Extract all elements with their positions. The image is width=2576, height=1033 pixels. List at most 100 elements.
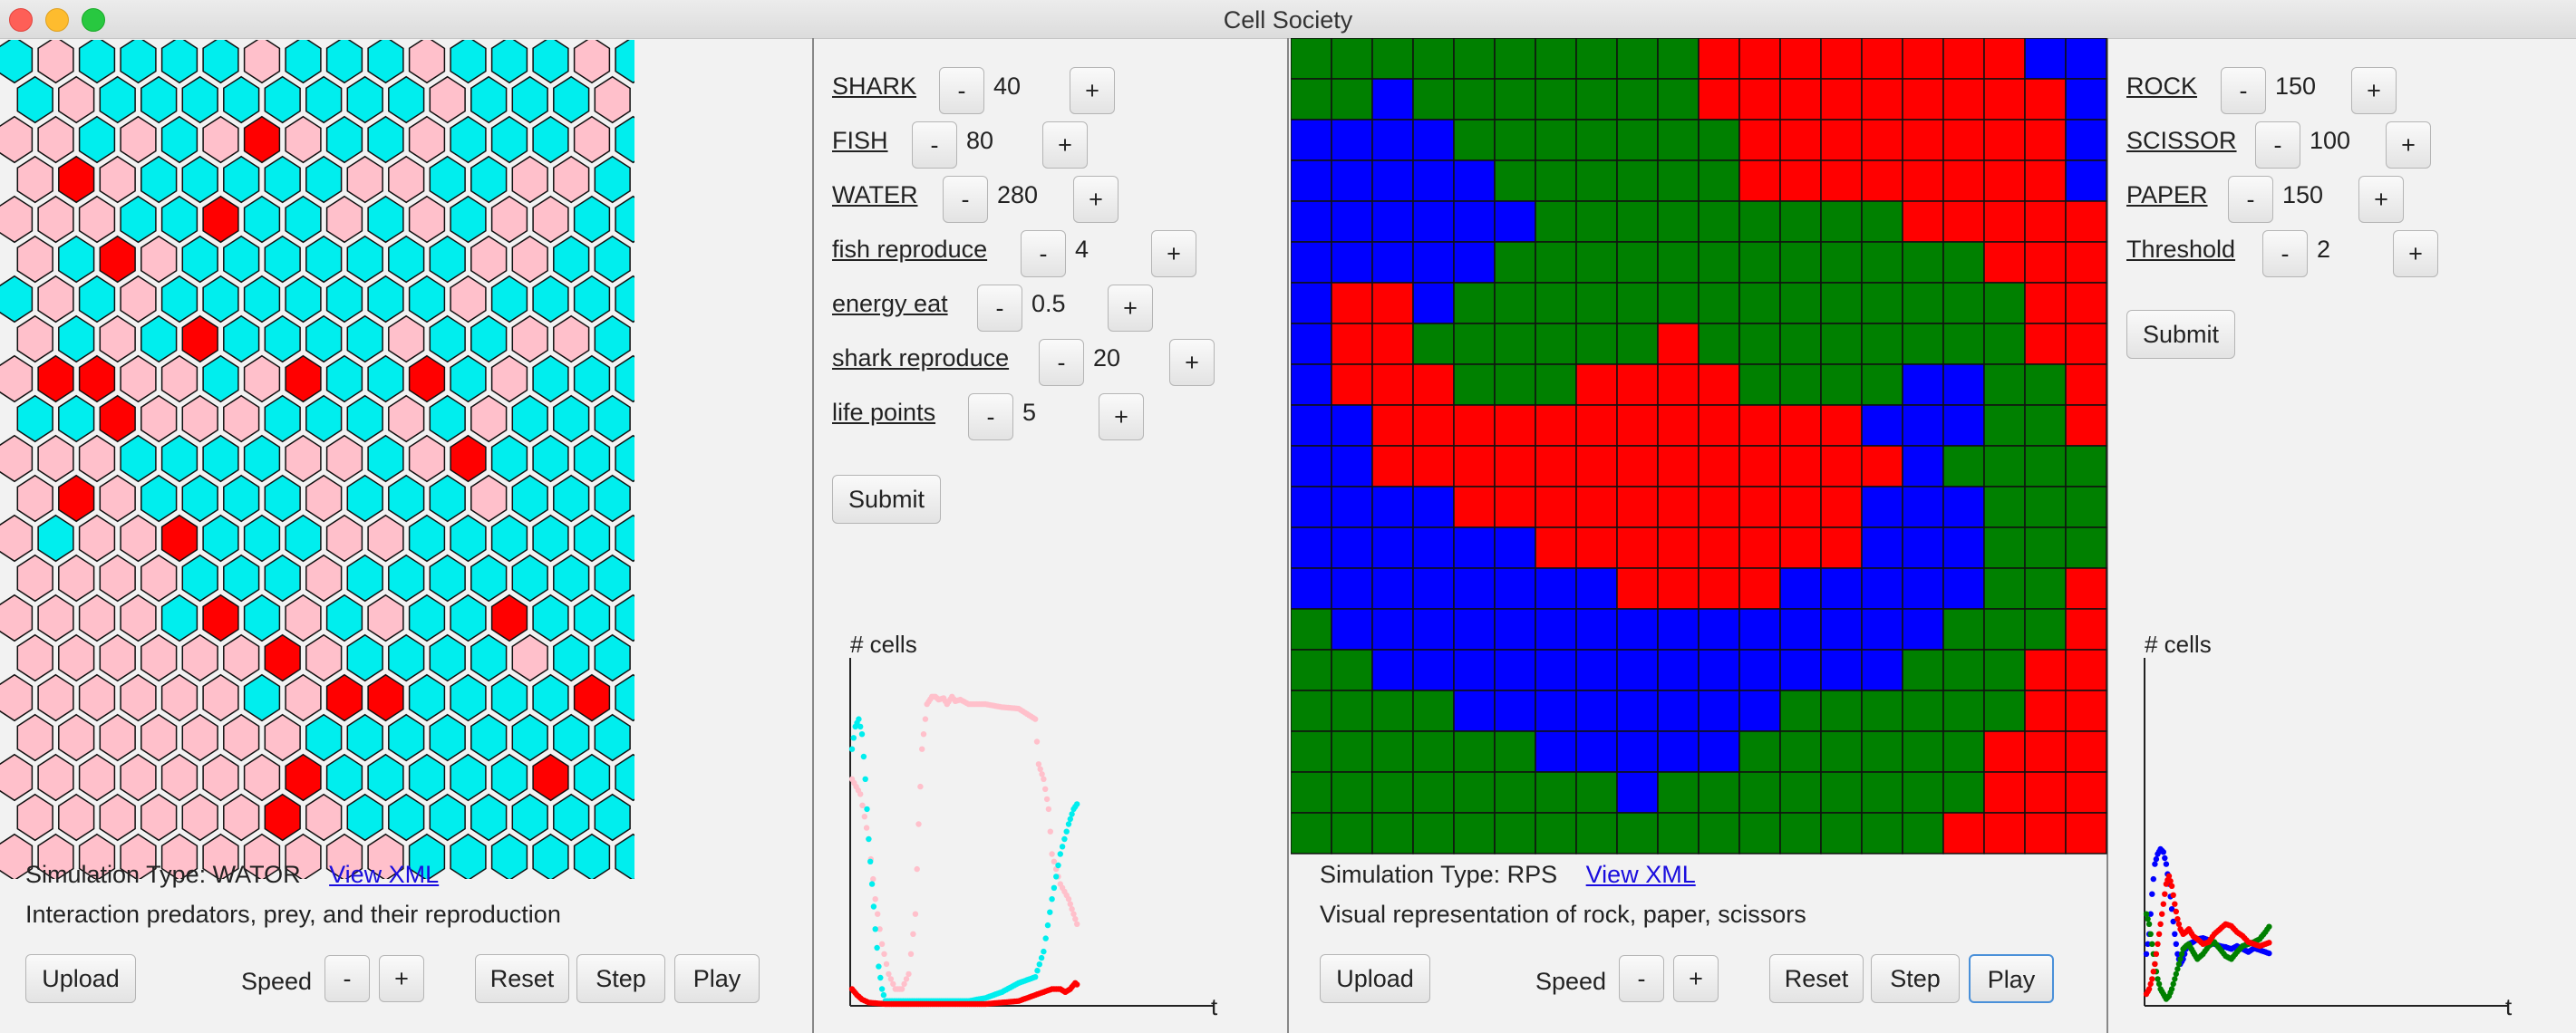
grid-cell[interactable]	[1616, 404, 1659, 447]
grid-cell[interactable]	[1535, 159, 1577, 202]
grid-cell[interactable]	[1494, 730, 1536, 773]
hex-cell[interactable]	[160, 354, 199, 403]
hex-cell[interactable]	[325, 514, 363, 563]
hex-cell[interactable]	[367, 40, 404, 84]
grid-cell[interactable]	[1535, 526, 1577, 569]
grid-cell[interactable]	[1371, 730, 1414, 773]
hex-cell[interactable]	[367, 673, 404, 722]
grid-cell[interactable]	[1616, 812, 1659, 854]
hex-cell[interactable]	[450, 354, 487, 403]
grid-cell[interactable]	[1453, 812, 1496, 854]
hex-cell[interactable]	[264, 155, 301, 204]
grid-cell[interactable]	[1861, 282, 1903, 324]
grid-cell[interactable]	[1983, 812, 2026, 854]
grid-cell[interactable]	[1616, 486, 1659, 528]
hex-cell[interactable]	[490, 434, 528, 483]
hex-cell[interactable]	[367, 434, 404, 483]
hex-cell[interactable]	[490, 275, 528, 323]
grid-cell[interactable]	[1983, 78, 2026, 121]
hex-cell[interactable]	[470, 394, 508, 443]
hex-cell[interactable]	[325, 833, 363, 879]
hex-cell[interactable]	[553, 155, 590, 204]
grid-cell[interactable]	[2065, 690, 2107, 732]
grid-cell[interactable]	[1779, 282, 1822, 324]
hex-cell[interactable]	[140, 75, 178, 124]
hex-cell[interactable]	[37, 275, 74, 323]
param-decrease-button[interactable]: -	[968, 393, 1013, 440]
hex-cell[interactable]	[202, 434, 239, 483]
grid-cell[interactable]	[1535, 812, 1577, 854]
param-increase-button[interactable]: +	[1070, 67, 1115, 114]
hex-cell[interactable]	[243, 514, 281, 563]
grid-cell[interactable]	[1779, 404, 1822, 447]
grid-cell[interactable]	[1902, 404, 1944, 447]
grid-cell[interactable]	[1494, 200, 1536, 243]
grid-cell[interactable]	[1820, 119, 1863, 161]
hex-cell[interactable]	[78, 753, 116, 802]
grid-cell[interactable]	[1657, 690, 1700, 732]
rps-step-button[interactable]: Step	[1871, 954, 1960, 1003]
grid-cell[interactable]	[1779, 649, 1822, 691]
grid-cell[interactable]	[1779, 526, 1822, 569]
hex-cell[interactable]	[305, 314, 343, 363]
grid-cell[interactable]	[1291, 323, 1332, 365]
grid-cell[interactable]	[1371, 608, 1414, 651]
hex-cell[interactable]	[532, 40, 569, 84]
wator-hex-grid[interactable]	[0, 40, 634, 879]
param-increase-button[interactable]: +	[1099, 393, 1144, 440]
grid-cell[interactable]	[1942, 730, 1985, 773]
grid-cell[interactable]	[1535, 771, 1577, 814]
hex-cell[interactable]	[202, 115, 239, 164]
hex-cell[interactable]	[532, 354, 569, 403]
hex-cell[interactable]	[450, 40, 487, 84]
hex-cell[interactable]	[408, 40, 446, 84]
grid-cell[interactable]	[1698, 323, 1740, 365]
param-decrease-button[interactable]: -	[2228, 176, 2273, 223]
grid-cell[interactable]	[1861, 119, 1903, 161]
hex-cell[interactable]	[140, 155, 178, 204]
hex-cell[interactable]	[511, 394, 548, 443]
grid-cell[interactable]	[1331, 690, 1373, 732]
hex-cell[interactable]	[594, 155, 631, 204]
param-decrease-button[interactable]: -	[943, 176, 988, 223]
param-increase-button[interactable]: +	[2358, 176, 2404, 223]
grid-cell[interactable]	[1820, 526, 1863, 569]
hex-cell[interactable]	[202, 195, 239, 244]
hex-cell[interactable]	[388, 554, 425, 603]
grid-cell[interactable]	[1412, 608, 1455, 651]
grid-cell[interactable]	[1779, 159, 1822, 202]
param-decrease-button[interactable]: -	[2221, 67, 2266, 114]
grid-cell[interactable]	[1453, 323, 1496, 365]
grid-cell[interactable]	[1535, 363, 1577, 406]
hex-cell[interactable]	[450, 753, 487, 802]
grid-cell[interactable]	[1861, 323, 1903, 365]
grid-cell[interactable]	[1412, 730, 1455, 773]
grid-cell[interactable]	[1616, 526, 1659, 569]
hex-cell[interactable]	[470, 633, 508, 682]
hex-cell[interactable]	[573, 753, 611, 802]
hex-cell[interactable]	[305, 155, 343, 204]
grid-cell[interactable]	[1738, 241, 1781, 284]
grid-cell[interactable]	[1575, 119, 1618, 161]
hex-cell[interactable]	[490, 115, 528, 164]
grid-cell[interactable]	[1942, 282, 1985, 324]
hex-cell[interactable]	[16, 554, 53, 603]
hex-cell[interactable]	[615, 354, 634, 403]
grid-cell[interactable]	[1902, 78, 1944, 121]
hex-cell[interactable]	[285, 514, 322, 563]
hex-cell[interactable]	[58, 235, 95, 284]
grid-cell[interactable]	[1738, 363, 1781, 406]
grid-cell[interactable]	[1291, 241, 1332, 284]
grid-cell[interactable]	[1494, 567, 1536, 610]
grid-cell[interactable]	[1861, 78, 1903, 121]
grid-cell[interactable]	[1698, 526, 1740, 569]
grid-cell[interactable]	[1983, 649, 2026, 691]
grid-cell[interactable]	[1494, 486, 1536, 528]
grid-cell[interactable]	[1902, 526, 1944, 569]
grid-cell[interactable]	[1942, 486, 1985, 528]
hex-cell[interactable]	[58, 633, 95, 682]
grid-cell[interactable]	[1535, 323, 1577, 365]
grid-cell[interactable]	[1861, 200, 1903, 243]
grid-cell[interactable]	[2065, 78, 2107, 121]
grid-cell[interactable]	[1494, 445, 1536, 488]
